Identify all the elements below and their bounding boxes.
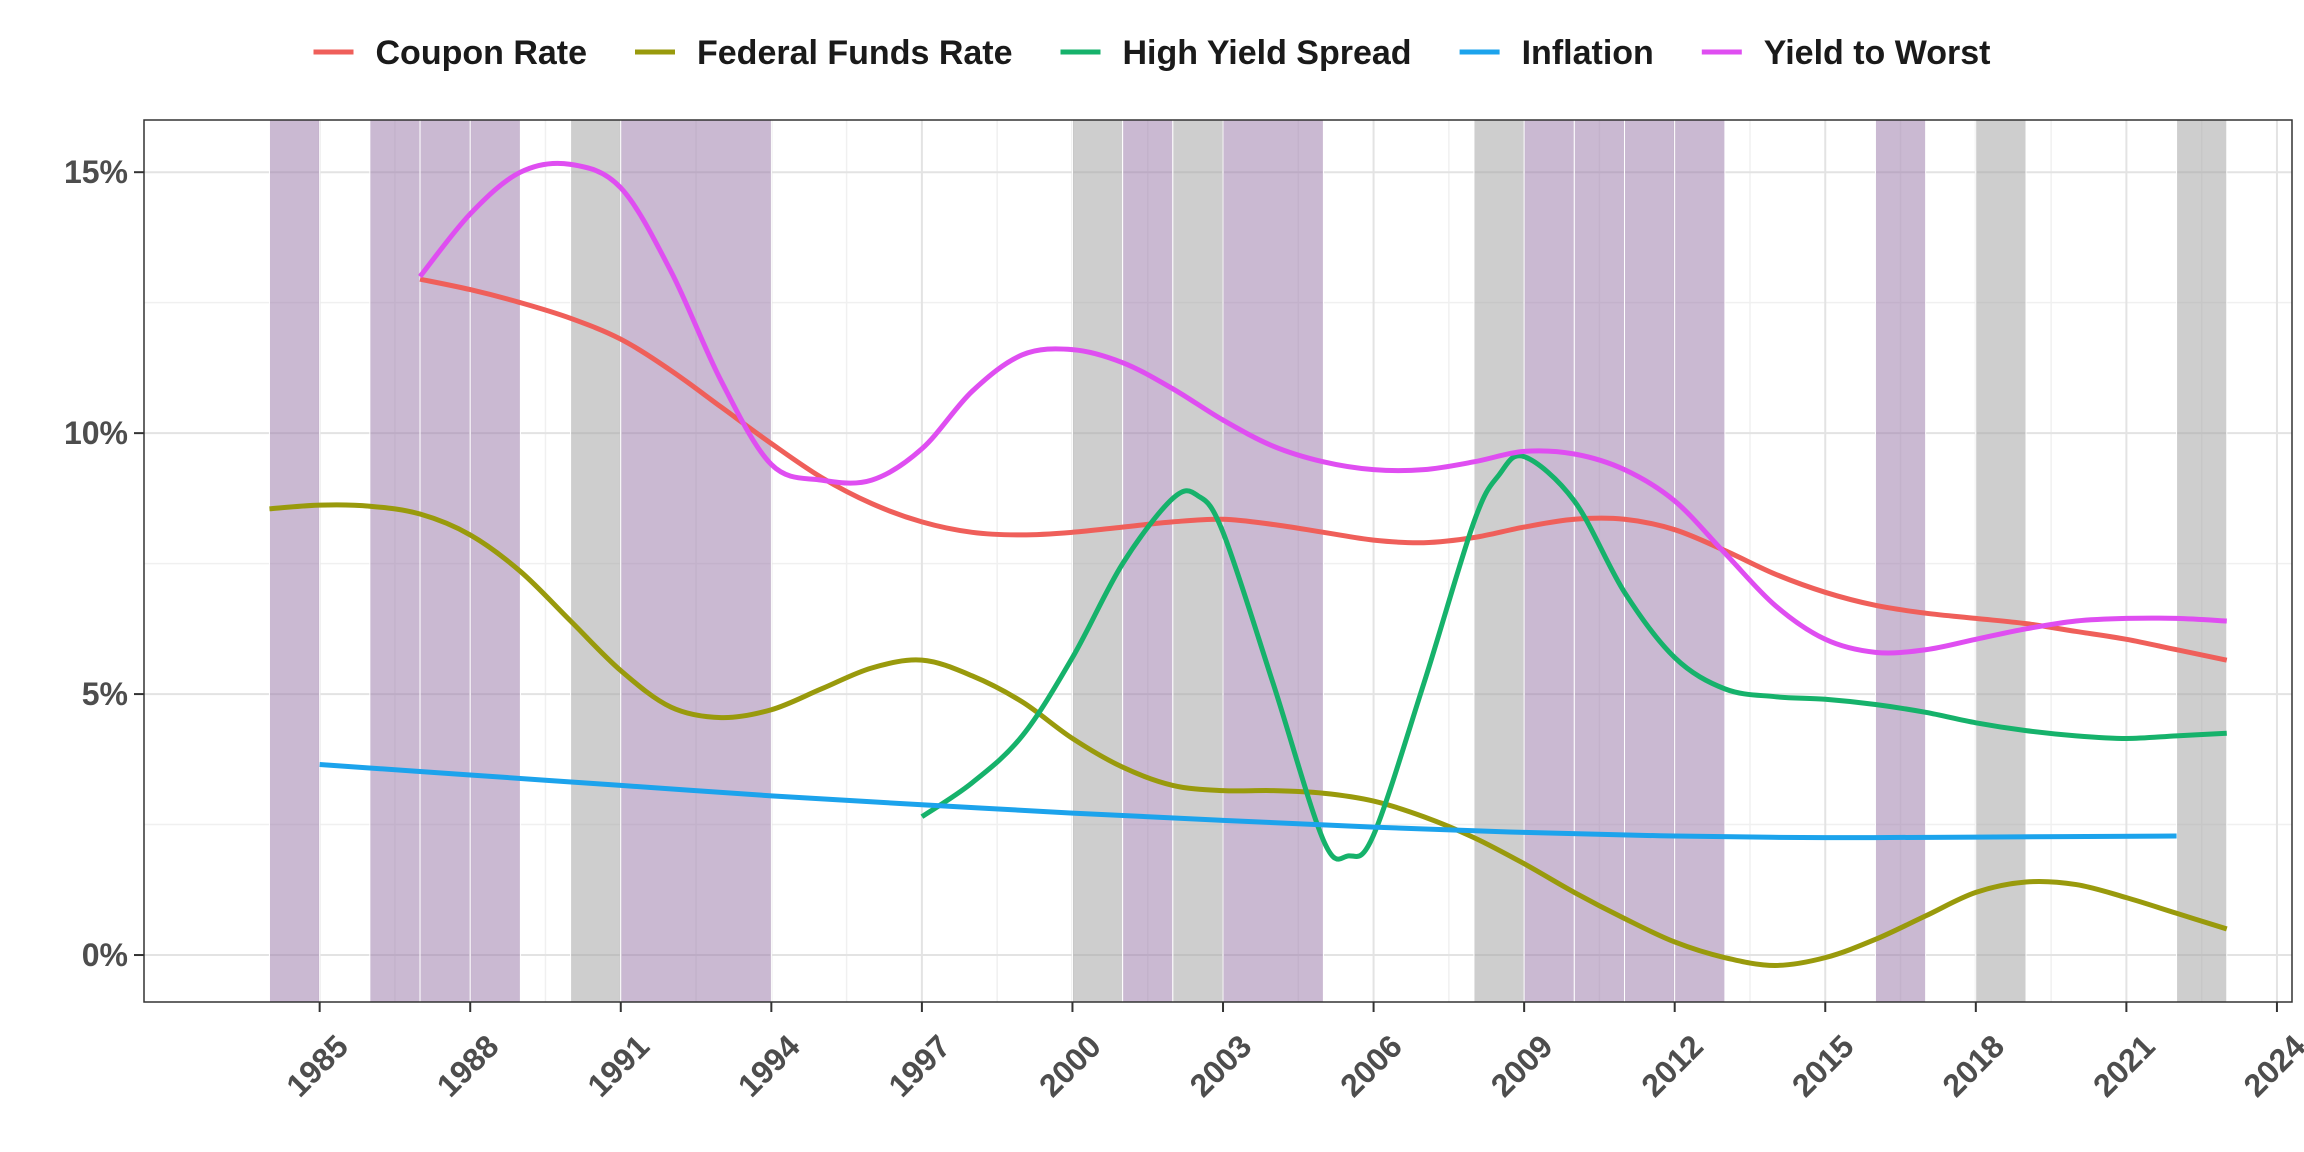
shaded-band	[1523, 119, 1575, 1003]
series-lines	[269, 160, 2228, 968]
legend-item-coupon-rate: Coupon Rate	[313, 34, 588, 72]
shaded-band	[419, 119, 471, 1003]
shaded-band	[1573, 119, 1626, 1003]
shaded-band	[1674, 119, 1726, 1003]
shaded-band	[1172, 119, 1224, 1003]
y-tick-label: 15%	[64, 154, 128, 190]
shaded-band	[1122, 119, 1174, 1003]
legend-label: Inflation	[1522, 34, 1654, 72]
shaded-band	[1624, 119, 1676, 1003]
shaded-band	[268, 119, 321, 1003]
shaded-band	[369, 119, 421, 1003]
legend-label: Coupon Rate	[376, 34, 588, 72]
series-line-yield-to-worst	[418, 160, 2227, 656]
legend-label: High Yield Spread	[1123, 34, 1412, 72]
legend-item-high-yield-spread: High Yield Spread	[1060, 34, 1412, 72]
plot-area	[143, 119, 2293, 1003]
y-tick-label: 10%	[64, 415, 128, 451]
series-line-coupon-rate	[419, 276, 2228, 663]
shaded-band	[1975, 119, 2027, 1003]
legend-item-inflation: Inflation	[1459, 34, 1654, 72]
series-line-inflation	[319, 762, 2177, 841]
y-tick-label: 0%	[82, 937, 128, 973]
legend-label: Federal Funds Rate	[697, 34, 1013, 72]
panel-border	[143, 119, 2293, 1003]
legend: Coupon Rate Federal Funds Rate High Yield …	[313, 34, 1991, 72]
y-tick-label: 5%	[82, 676, 128, 712]
shaded-band	[1473, 119, 1525, 1003]
shaded-band	[570, 119, 622, 1003]
legend-item-federal-funds-rate: Federal Funds Rate	[635, 34, 1013, 72]
series-line-high-yield-spread	[920, 453, 2227, 862]
shaded-band	[1071, 119, 1124, 1003]
y-axis: 0% 5% 10% 15%	[64, 154, 144, 973]
shaded-band	[2176, 119, 2228, 1003]
legend-item-yield-to-worst: Yield to Worst	[1701, 34, 1991, 72]
shaded-band	[1222, 119, 1324, 1003]
shaded-band	[469, 119, 521, 1003]
shaded-band	[1874, 119, 1927, 1003]
legend-label: Yield to Worst	[1764, 34, 1991, 72]
shaded-band	[620, 119, 772, 1003]
series-line-federal-funds-rate	[269, 502, 2228, 968]
